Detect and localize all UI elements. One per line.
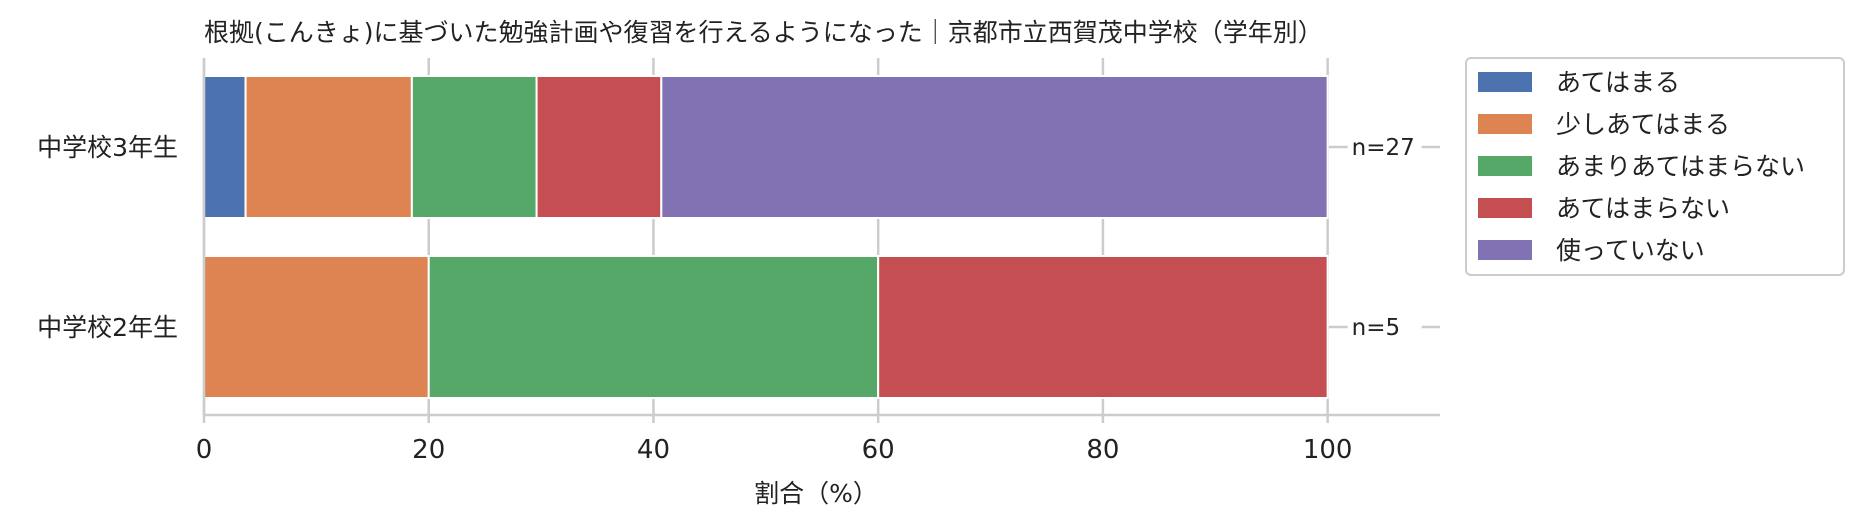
sample-size-label-background bbox=[1347, 312, 1422, 342]
legend-label: あてはまらない bbox=[1556, 194, 1730, 223]
legend-swatch bbox=[1478, 240, 1532, 260]
chart-title: 根拠(こんきょ)に基づいた勉強計画や復習を行えるようになった｜京都市立西賀茂中学… bbox=[204, 18, 1323, 47]
legend-label: あてはまる bbox=[1556, 68, 1680, 97]
sample-size-label-background bbox=[1347, 132, 1422, 162]
x-tick-label: 40 bbox=[637, 435, 670, 465]
legend-swatch bbox=[1478, 114, 1532, 134]
legend-label: 使っていない bbox=[1556, 236, 1705, 265]
x-axis-ticks: 0 20 40 60 80 100 bbox=[196, 415, 1353, 465]
legend-label: あまりあてはまらない bbox=[1556, 152, 1805, 181]
legend-swatch bbox=[1478, 156, 1532, 176]
legend-label: 少しあてはまる bbox=[1556, 110, 1730, 139]
bars bbox=[203, 75, 1329, 399]
bar-segment bbox=[535, 75, 663, 219]
bar-segment bbox=[203, 255, 430, 399]
bar-segment bbox=[410, 75, 538, 219]
legend-swatch bbox=[1478, 198, 1532, 218]
x-axis-label: 割合（%） bbox=[754, 479, 878, 508]
bar-segment bbox=[203, 75, 247, 219]
bar-segment bbox=[427, 255, 880, 399]
x-tick-label: 60 bbox=[862, 435, 895, 465]
sample-size-label: n=5 bbox=[1352, 315, 1400, 341]
sample-size-label: n=27 bbox=[1352, 135, 1415, 161]
legend-frame bbox=[1465, 57, 1845, 276]
bar-segment bbox=[877, 255, 1329, 399]
legend-swatch bbox=[1478, 72, 1532, 92]
x-tick-label: 100 bbox=[1303, 435, 1353, 465]
bar-segment bbox=[660, 75, 1329, 219]
x-tick-label: 20 bbox=[412, 435, 445, 465]
x-tick-label: 80 bbox=[1086, 435, 1119, 465]
category-label: 中学校2年生 bbox=[37, 313, 178, 342]
x-tick-label: 0 bbox=[196, 435, 213, 465]
bar-segment bbox=[244, 75, 413, 219]
category-label: 中学校3年生 bbox=[37, 133, 178, 162]
sample-size-labels: n=27 n=5 bbox=[1347, 132, 1422, 342]
